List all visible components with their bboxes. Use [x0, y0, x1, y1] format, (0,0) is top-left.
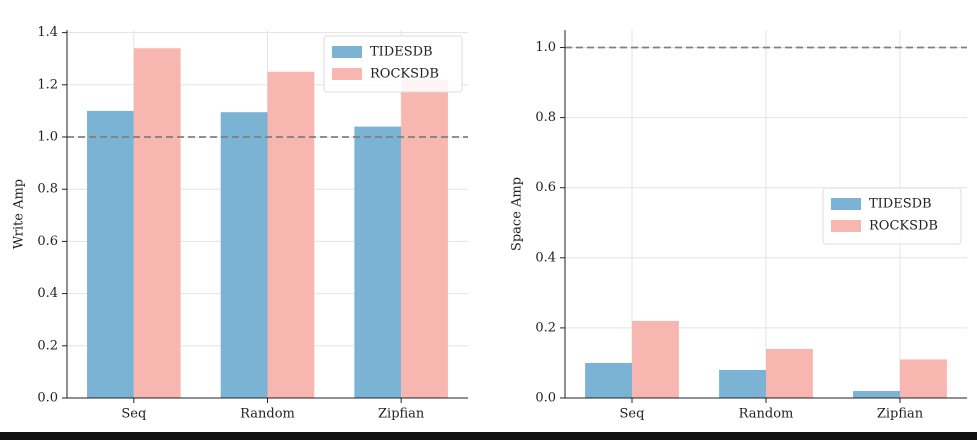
legend-swatch — [332, 46, 362, 58]
legend-swatch — [831, 220, 861, 232]
bar — [220, 112, 268, 398]
x-tick-label: Seq — [121, 407, 146, 422]
bar — [632, 320, 679, 398]
legend-label: ROCKSDB — [370, 67, 439, 82]
y-axis-label: Write Amp — [12, 179, 27, 249]
x-tick-label: Random — [240, 407, 295, 422]
bar — [354, 126, 402, 398]
bar — [585, 362, 632, 398]
y-tick-label: 1.4 — [37, 25, 58, 40]
bar — [267, 71, 315, 399]
x-tick-label: Zipfian — [378, 407, 425, 422]
x-tick-label: Random — [739, 407, 794, 422]
bar — [87, 110, 134, 398]
legend-swatch — [831, 198, 861, 210]
bar — [133, 48, 181, 399]
bar — [766, 348, 813, 398]
bar — [900, 359, 947, 398]
y-tick-label: 0.6 — [37, 234, 58, 249]
legend-swatch — [332, 68, 362, 80]
y-tick-label: 0.8 — [37, 182, 58, 197]
y-tick-label: 1.0 — [37, 130, 58, 145]
bar — [719, 369, 766, 398]
y-tick-label: 0.2 — [37, 338, 58, 353]
legend-label: ROCKSDB — [869, 219, 938, 234]
y-tick-label: 0.4 — [535, 250, 556, 265]
x-tick-label: Zipfian — [877, 407, 924, 422]
y-tick-label: 1.2 — [37, 77, 58, 92]
x-tick-label: Seq — [620, 407, 645, 422]
bottom-bar — [0, 432, 977, 440]
y-tick-label: 1.0 — [535, 40, 556, 55]
y-axis-label: Space Amp — [510, 177, 525, 251]
y-tick-label: 0.0 — [37, 391, 58, 406]
y-tick-label: 0.0 — [535, 391, 556, 406]
y-tick-label: 0.4 — [37, 286, 58, 301]
bar — [401, 79, 448, 398]
legend-label: TIDESDB — [869, 197, 932, 212]
bar — [853, 390, 900, 398]
legend-label: TIDESDB — [370, 45, 433, 60]
y-tick-label: 0.6 — [535, 180, 556, 195]
y-tick-label: 0.8 — [535, 110, 556, 125]
y-tick-label: 0.2 — [535, 320, 556, 335]
